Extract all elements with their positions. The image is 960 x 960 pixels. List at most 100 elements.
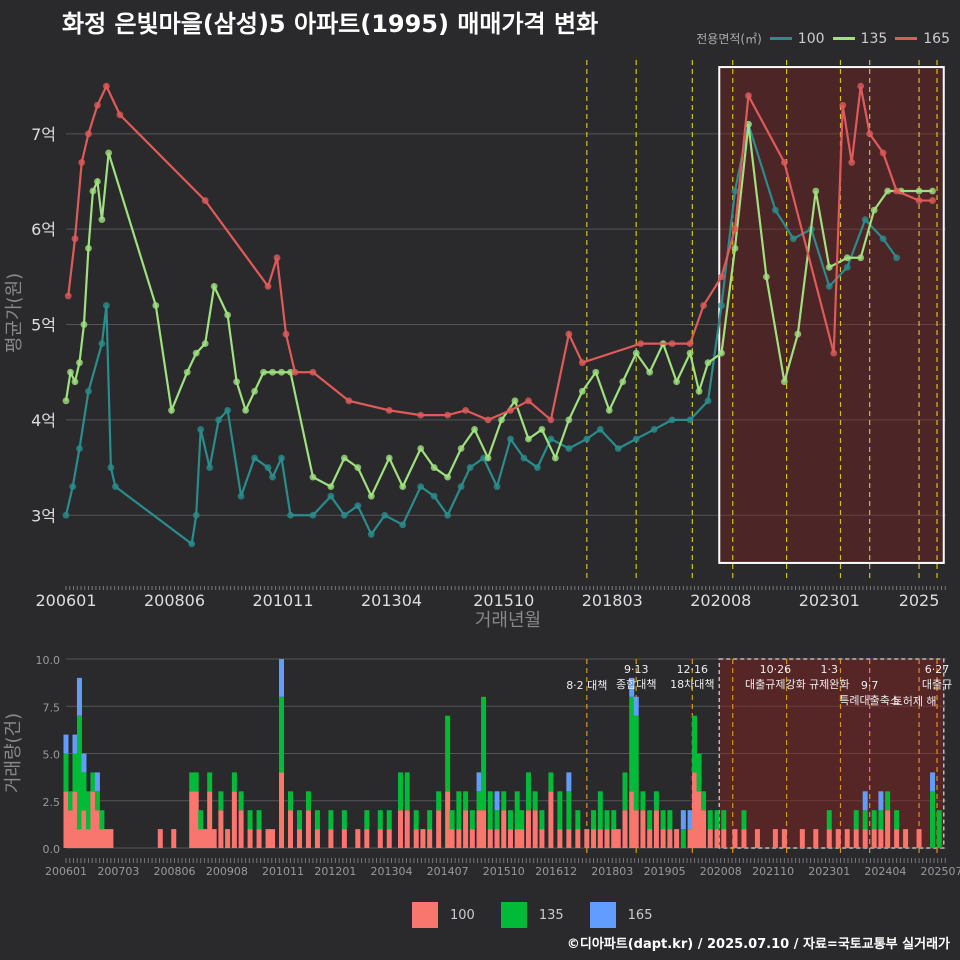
series-line-100 [64, 123, 898, 546]
date-tick-label: 201304 [361, 591, 422, 610]
volume-bar-100 [420, 829, 426, 848]
series-point-100 [825, 282, 833, 290]
series-point-100 [69, 483, 77, 491]
volume-bar-100 [108, 829, 114, 848]
volume-bar-135 [476, 791, 482, 811]
volume-bar-100 [103, 829, 109, 848]
volume-bar-165 [687, 810, 693, 830]
date-tick-label: 201803 [582, 591, 643, 610]
series-point-100 [632, 435, 640, 443]
volume-date-tick-label: 201407 [427, 865, 469, 878]
volume-bar-135 [463, 791, 469, 811]
series-point-100 [771, 206, 779, 214]
volume-bar-100 [386, 829, 392, 848]
volume-bar-135 [207, 772, 213, 792]
date-tick-label: 200601 [35, 591, 96, 610]
series-point-100 [340, 511, 348, 519]
series-point-135 [71, 378, 79, 386]
volume-bar-135 [341, 810, 347, 830]
series-point-135 [354, 464, 362, 471]
volume-bar-165 [633, 696, 639, 716]
volume-bar-100 [76, 829, 82, 848]
volume-bar-100 [862, 829, 868, 848]
series-point-135 [385, 454, 393, 462]
series-point-135 [843, 254, 851, 262]
volume-bar-100 [525, 810, 531, 848]
volume-date-tick-label: 201304 [371, 865, 413, 878]
legend-label-100: 100 [797, 30, 825, 47]
volume-bar-100 [844, 829, 850, 848]
volume-bar-135 [853, 810, 859, 830]
volume-bar-135 [445, 715, 451, 792]
series-point-165 [444, 411, 452, 419]
series-point-135 [67, 368, 74, 376]
series-point-165 [857, 82, 865, 90]
volume-bar-135 [647, 810, 653, 830]
series-point-135 [152, 302, 160, 309]
volume-bar-100 [481, 810, 487, 848]
series-point-165 [94, 101, 101, 109]
series-point-100 [893, 254, 901, 262]
volume-date-tick-label: 201510 [483, 865, 525, 878]
date-tick-label: 202008 [690, 591, 751, 610]
series-point-100 [192, 511, 200, 519]
series-point-165 [893, 187, 901, 195]
series-point-135 [812, 187, 820, 195]
volume-bar-100 [287, 810, 293, 848]
volume-bar-100 [305, 810, 311, 848]
policy-annotation: 8·2 대책 [566, 679, 607, 692]
series-point-165 [839, 101, 847, 109]
volume-bar-135 [469, 810, 475, 830]
series-point-135 [673, 378, 681, 386]
series-point-165 [731, 225, 739, 233]
volume-bar-165 [81, 753, 87, 773]
volume-bar-135 [696, 753, 702, 792]
volume-bar-135 [826, 810, 832, 830]
volume-bar-135 [575, 810, 581, 830]
volume-bar-135 [660, 810, 666, 830]
series-point-100 [206, 464, 214, 471]
series-point-135 [619, 378, 627, 386]
volume-bar-135 [449, 810, 455, 830]
series-point-100 [547, 435, 555, 443]
chart-title: 화정 은빛마을(삼성)5 아파트(1995) 매매가격 변화 [62, 10, 599, 38]
legend-line-165 [895, 37, 918, 40]
volume-bar-135 [532, 791, 538, 811]
series-point-135 [565, 416, 573, 424]
volume-bar-100 [604, 829, 610, 848]
series-point-135 [278, 368, 285, 376]
series-point-165 [745, 92, 752, 100]
volume-bar-135 [539, 810, 545, 830]
volume-axis-label: 거래량(건) [3, 712, 24, 794]
price-tick-label: 7억 [31, 125, 56, 144]
series-point-100 [493, 483, 501, 491]
legend-item-100: 100 [769, 30, 825, 47]
volume-bar-100 [885, 810, 891, 848]
series-point-165 [578, 359, 586, 367]
series-point-135 [695, 387, 703, 395]
volume-bar-165 [494, 791, 500, 811]
series-point-100 [534, 464, 541, 471]
volume-bar-135 [629, 696, 635, 792]
volume-bar-100 [701, 810, 707, 848]
volume-bar-100 [72, 791, 78, 848]
volume-bar-100 [667, 829, 673, 848]
volume-date-tick-label: 200908 [206, 865, 248, 878]
volume-date-tick-label: 201612 [535, 865, 577, 878]
series-point-135 [430, 464, 438, 471]
series-point-165 [71, 235, 79, 243]
bar-legend-item-165: 165 [589, 902, 652, 928]
volume-bar-135 [721, 810, 727, 830]
series-point-100 [520, 454, 528, 462]
series-point-135 [105, 149, 113, 157]
volume-bar-100 [63, 791, 69, 848]
volume-bar-100 [674, 829, 680, 848]
volume-bar-100 [584, 829, 590, 848]
volume-bar-135 [279, 696, 285, 773]
price-tick-label: 4억 [31, 411, 56, 430]
policy-annotation: 6·27 [925, 663, 950, 676]
date-tick-label: 201510 [473, 591, 534, 610]
volume-bar-135 [328, 810, 334, 830]
legend-label-165: 165 [923, 30, 950, 47]
volume-bar-135 [653, 791, 659, 811]
